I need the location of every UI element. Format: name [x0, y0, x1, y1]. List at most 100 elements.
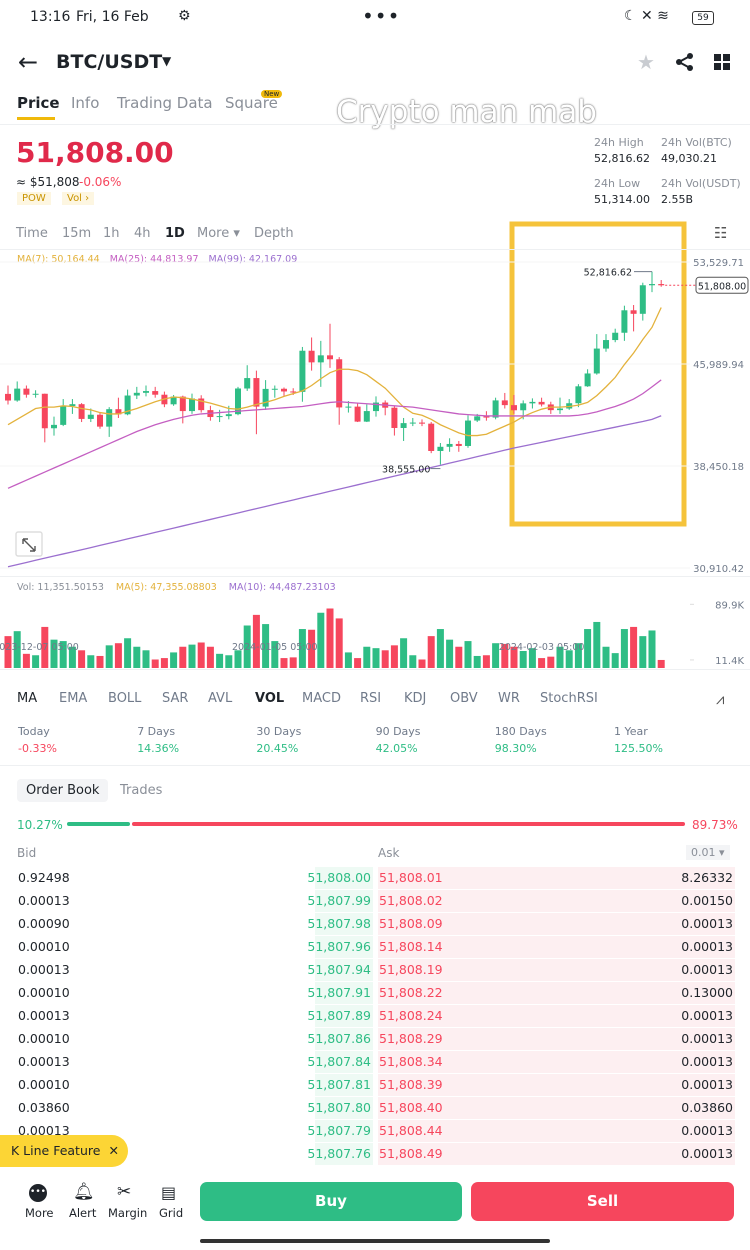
indicator[interactable]: StochRSI	[540, 691, 598, 706]
period-label: 1 Year	[614, 725, 648, 738]
tab[interactable]: Price	[17, 94, 60, 112]
ask-qty: 0.00013	[681, 1077, 733, 1092]
tag[interactable]: POW	[17, 192, 51, 205]
ask-depth	[378, 1120, 735, 1142]
indicator[interactable]: MA	[17, 691, 38, 706]
volume-bar	[22, 653, 30, 668]
bid-price: 51,807.80	[307, 1100, 371, 1115]
tab-badge: New	[261, 90, 283, 98]
interval[interactable]: More ▾	[197, 226, 240, 241]
candle-body	[391, 407, 398, 428]
ma-label: MA(99): 42,167.09	[209, 254, 298, 265]
order-row: 0.03860 51,807.80 51,808.40 0.03860	[0, 1097, 750, 1119]
interval[interactable]: Depth	[254, 226, 294, 241]
toast[interactable]: K Line Feature ✕	[0, 1135, 128, 1167]
bid-price: 51,808.00	[307, 870, 371, 885]
tab[interactable]: Square	[225, 94, 278, 112]
candle-body	[198, 398, 205, 411]
book-tab[interactable]: Trades	[120, 783, 163, 798]
interval[interactable]: 15m	[62, 226, 92, 241]
nav-icon[interactable]: ▤	[161, 1183, 177, 1202]
ask-qty: 0.00013	[681, 1146, 733, 1161]
expand-icon[interactable]	[15, 531, 43, 557]
candle-body	[143, 391, 149, 393]
indicator[interactable]: MACD	[302, 691, 341, 706]
candle-body	[78, 404, 85, 419]
indicator[interactable]: EMA	[59, 691, 88, 706]
toast-close[interactable]: ✕	[108, 1143, 119, 1158]
indicator[interactable]: OBV	[450, 691, 478, 706]
ask-depth	[378, 982, 735, 1004]
volume-tick-label: 89.9K	[715, 600, 744, 611]
indicator[interactable]: WR	[498, 691, 520, 706]
candle-body	[630, 310, 637, 314]
candle-body	[170, 396, 177, 405]
volume-label: MA(5): 47,355.08803	[116, 582, 217, 593]
interval[interactable]: Time	[16, 226, 48, 241]
volume-bar	[593, 621, 601, 668]
indicator[interactable]: RSI	[360, 691, 382, 706]
volume-bar	[565, 650, 573, 668]
candle-body	[400, 423, 407, 428]
order-row: 0.00013 51,807.94 51,808.19 0.00013	[0, 959, 750, 981]
volume-bar	[372, 648, 380, 668]
sell-button[interactable]: Sell	[471, 1182, 734, 1221]
volume-bar	[427, 636, 435, 668]
candle-body	[179, 396, 186, 412]
candle-body	[354, 406, 361, 422]
ask-depth	[378, 867, 735, 889]
indicator[interactable]: KDJ	[404, 691, 427, 706]
share-button[interactable]	[676, 53, 694, 71]
nav-label[interactable]: More	[25, 1206, 54, 1220]
volume-bar	[133, 646, 141, 668]
volume-bar	[289, 657, 297, 668]
volume-bar	[243, 625, 251, 668]
indicator[interactable]: AVL	[208, 691, 233, 706]
candle-body	[115, 409, 122, 415]
tag[interactable]: Vol ›	[62, 192, 95, 205]
bid-depth	[315, 959, 373, 981]
nav-icon[interactable]: ✂	[117, 1182, 132, 1202]
bid-header: Bid	[17, 846, 37, 860]
volume-bar	[354, 658, 362, 668]
nav-icon[interactable]: •••	[29, 1184, 47, 1202]
nav-label[interactable]: Margin	[108, 1206, 148, 1220]
bid-depth	[315, 1028, 373, 1050]
pair-title[interactable]: BTC/USDT	[56, 51, 163, 73]
buy-button[interactable]: Buy	[200, 1182, 462, 1221]
volume-bar	[390, 645, 398, 668]
interval[interactable]: 4h	[134, 226, 151, 241]
candle-body	[363, 411, 370, 422]
back-button[interactable]: ←	[18, 48, 39, 76]
nav-label[interactable]: Alert	[69, 1206, 97, 1220]
pair-caret[interactable]: ▼	[162, 54, 172, 68]
ask-depth	[378, 1028, 735, 1050]
tab-underline	[17, 117, 55, 120]
tab[interactable]: Trading Data	[117, 94, 213, 112]
precision-select[interactable]: 0.01 ▾	[686, 845, 730, 860]
indicator-settings[interactable]: ⩘	[716, 690, 725, 708]
volume-bar	[584, 629, 592, 668]
volume-bar	[87, 655, 95, 668]
book-tab[interactable]: Order Book	[17, 779, 109, 802]
highlight-box	[509, 221, 687, 527]
grid-button[interactable]	[714, 54, 730, 70]
nav-label[interactable]: Grid	[159, 1206, 184, 1220]
interval[interactable]: 1h	[103, 226, 120, 241]
nav-icon[interactable]: 🔔︎	[73, 1182, 95, 1202]
bid-qty: 0.00010	[18, 1077, 70, 1092]
candle-body	[409, 422, 416, 424]
tab[interactable]: Info	[71, 94, 100, 112]
volume-bar	[611, 653, 619, 668]
indicator[interactable]: SAR	[162, 691, 189, 706]
status-dots: •••	[362, 4, 401, 28]
favorite-button[interactable]: ★	[637, 50, 655, 74]
y-tick-label: 45,989.94	[693, 360, 744, 371]
interval[interactable]: 1D	[165, 226, 185, 241]
bid-depth	[315, 1051, 373, 1073]
ma-line	[7, 307, 662, 437]
indicator[interactable]: BOLL	[108, 691, 142, 706]
chart-settings[interactable]: ☷	[714, 224, 728, 242]
candle-body	[557, 408, 563, 411]
indicator[interactable]: VOL	[255, 691, 285, 706]
